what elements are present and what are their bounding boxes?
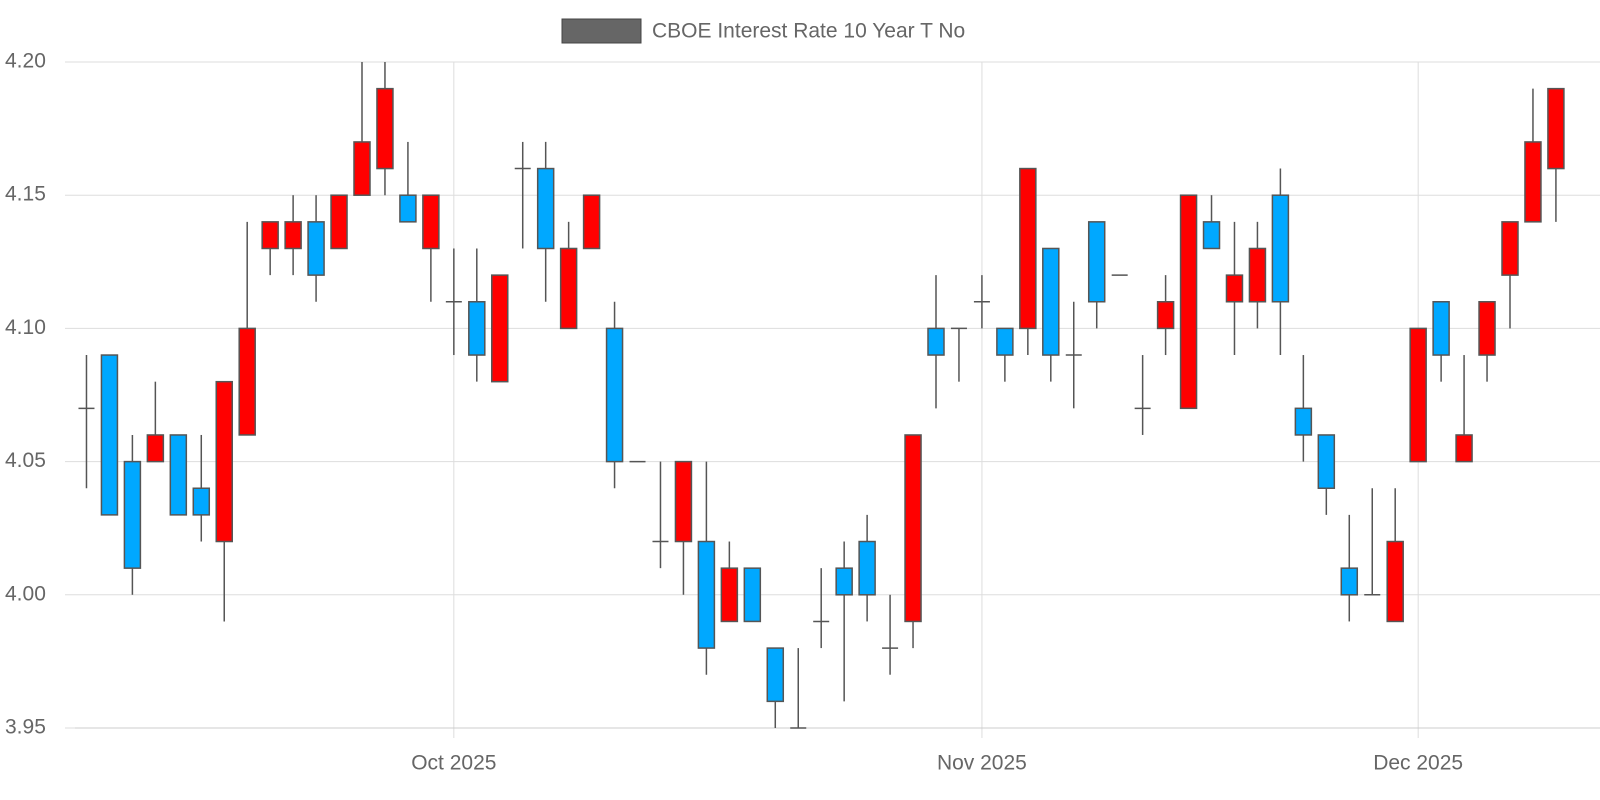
candle-body (192, 487, 211, 516)
candle-body (1019, 167, 1037, 330)
x-tick-label: Nov 2025 (937, 752, 1027, 775)
candle-body (399, 194, 417, 223)
candle-body (605, 327, 624, 463)
candle-body (835, 567, 853, 596)
candle-body (1042, 247, 1060, 356)
candle-body (353, 141, 371, 196)
candle-body (100, 354, 119, 516)
x-tick-label: Oct 2025 (411, 752, 496, 775)
candle-body (858, 540, 876, 596)
candle-body (1225, 274, 1244, 303)
x-tick-label: Dec 2025 (1373, 752, 1463, 775)
legend-label: CBOE Interest Rate 10 Year T No (652, 20, 965, 43)
candle-body (1547, 87, 1565, 170)
candle-body (1294, 407, 1313, 436)
y-tick-label: 4.05 (5, 449, 46, 472)
y-tick-label: 4.00 (5, 582, 46, 605)
candle-body (307, 221, 325, 276)
candle-body (1179, 194, 1198, 410)
y-tick-label: 4.20 (5, 50, 46, 73)
candle-body (238, 327, 256, 436)
candle-body (261, 221, 279, 250)
candle-body (1248, 247, 1267, 303)
candle-body (927, 327, 945, 356)
candle-body (1409, 327, 1427, 463)
candle-body (1478, 301, 1496, 356)
candle-body (169, 434, 188, 516)
candle-body (1524, 141, 1542, 223)
candle-body (284, 221, 302, 250)
candle-body (1432, 301, 1450, 356)
legend-swatch (561, 18, 642, 44)
candle-body (743, 567, 762, 623)
y-tick-label: 3.95 (5, 716, 46, 739)
candle-body (996, 327, 1014, 356)
candle-body (468, 301, 486, 356)
candle-body (1202, 221, 1221, 250)
candle-body (330, 194, 348, 250)
candle-body (422, 194, 440, 250)
candle-body (559, 247, 578, 330)
candle-body (1156, 301, 1175, 330)
candle-body (536, 167, 555, 250)
candle-body (904, 434, 922, 623)
candle-body (1087, 221, 1106, 303)
candle-body (123, 460, 142, 569)
y-tick-label: 4.10 (5, 316, 46, 339)
candle-body (697, 540, 716, 649)
candle-body (1317, 434, 1336, 489)
candle-body (491, 274, 509, 383)
candle-body (215, 380, 233, 543)
candle-body (766, 647, 785, 703)
candle-body (674, 460, 693, 543)
candle-body (1501, 221, 1519, 276)
candle-body (376, 87, 394, 170)
candle-body (1271, 194, 1290, 303)
candle-body (1455, 434, 1473, 463)
candle-body (1386, 540, 1404, 623)
candle-body (1340, 567, 1359, 596)
candle-body (720, 567, 739, 623)
candle-body (146, 434, 165, 463)
candle-body (582, 194, 601, 250)
y-tick-label: 4.15 (5, 183, 46, 206)
